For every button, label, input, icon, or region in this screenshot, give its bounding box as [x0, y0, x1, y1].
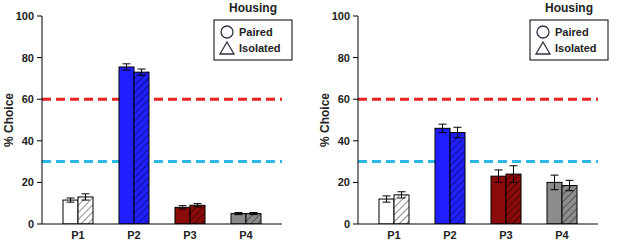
- y-tick: [353, 16, 358, 17]
- legend-title: Housing: [545, 1, 593, 15]
- panel: 0 20 40 60 80 100 P1 P2 P3 P4 % Choice Housing Paire…: [318, 1, 608, 241]
- y-tick-label: 60: [338, 93, 350, 105]
- legend-label: Paired: [555, 26, 589, 38]
- bar: [450, 132, 465, 224]
- x-tick-label: P3: [499, 229, 512, 241]
- error-bar: [510, 166, 518, 183]
- error-bar: [495, 170, 503, 182]
- bars: [379, 124, 577, 224]
- y-axis-title: % Choice: [2, 93, 16, 147]
- bar: [175, 207, 190, 224]
- y-tick-label: 20: [338, 176, 350, 188]
- y-tick-label: 0: [344, 218, 350, 230]
- legend-marker: [536, 42, 550, 54]
- reference-line: [42, 160, 282, 163]
- y-tick-label: 100: [332, 10, 350, 22]
- y-tick-label: 40: [338, 135, 350, 147]
- bar: [491, 176, 506, 224]
- figure: 0 20 40 60 80 100 P1 P2 P3 P4 % Choice Housing Paire…: [0, 0, 629, 252]
- bar: [119, 67, 134, 224]
- error-bar: [250, 213, 258, 215]
- error-bar: [383, 196, 391, 202]
- error-bar: [398, 192, 406, 198]
- y-tick: [353, 140, 358, 141]
- y-tick: [37, 16, 42, 17]
- legend-marker: [537, 26, 549, 38]
- reference-line: [358, 98, 598, 101]
- y-tick: [37, 99, 42, 100]
- x-tick-label: P4: [239, 229, 253, 241]
- y-tick: [37, 224, 42, 225]
- x-tick-label: P2: [443, 229, 456, 241]
- x-tick-label: P4: [555, 229, 569, 241]
- bar: [379, 199, 394, 224]
- y-tick-label: 20: [22, 176, 34, 188]
- bar: [63, 200, 78, 224]
- y-tick: [353, 182, 358, 183]
- x-tick-label: P2: [127, 229, 140, 241]
- legend-label: Isolated: [555, 42, 597, 54]
- legend-box: [530, 20, 608, 60]
- x-axis: [42, 224, 282, 225]
- legend-label: Paired: [239, 26, 273, 38]
- x-tick-label: P1: [71, 229, 84, 241]
- panel: 0 20 40 60 80 100 P1 P2 P3 P4 % Choice Housing Paire…: [2, 1, 292, 241]
- bar: [435, 128, 450, 224]
- y-tick: [37, 140, 42, 141]
- bar: [231, 214, 246, 224]
- error-bar: [235, 213, 243, 215]
- y-tick-label: 80: [22, 52, 34, 64]
- error-bar: [454, 127, 462, 137]
- error-bar: [439, 124, 447, 132]
- y-tick-label: 0: [28, 218, 34, 230]
- x-tick-label: P1: [387, 229, 400, 241]
- reference-line: [358, 160, 598, 163]
- error-bar: [138, 69, 146, 75]
- legend-title: Housing: [229, 1, 277, 15]
- legend-marker: [221, 26, 233, 38]
- error-bar: [67, 198, 75, 202]
- error-bar: [194, 204, 202, 207]
- y-axis: [358, 16, 359, 224]
- y-tick-label: 60: [22, 93, 34, 105]
- x-tick-label: P3: [183, 229, 196, 241]
- bar: [394, 195, 409, 224]
- bar: [562, 186, 577, 224]
- y-tick-label: 40: [22, 135, 34, 147]
- y-tick: [37, 57, 42, 58]
- x-axis: [358, 224, 598, 225]
- bar: [78, 197, 93, 224]
- y-tick: [353, 99, 358, 100]
- error-bar: [566, 180, 574, 190]
- y-axis-title: % Choice: [318, 93, 332, 147]
- y-tick: [37, 182, 42, 183]
- reference-line: [42, 98, 282, 101]
- bars: [63, 64, 261, 224]
- y-tick: [353, 224, 358, 225]
- legend-marker: [220, 42, 234, 54]
- bar: [190, 205, 205, 224]
- y-axis: [42, 16, 43, 224]
- y-tick: [353, 57, 358, 58]
- error-bar: [551, 175, 559, 190]
- error-bar: [123, 64, 131, 70]
- error-bar: [82, 194, 90, 200]
- legend-label: Isolated: [239, 42, 281, 54]
- legend-box: [214, 20, 292, 60]
- error-bar: [179, 206, 187, 209]
- y-tick-label: 80: [338, 52, 350, 64]
- y-tick-label: 100: [16, 10, 34, 22]
- bar: [134, 72, 149, 224]
- bar: [246, 214, 261, 224]
